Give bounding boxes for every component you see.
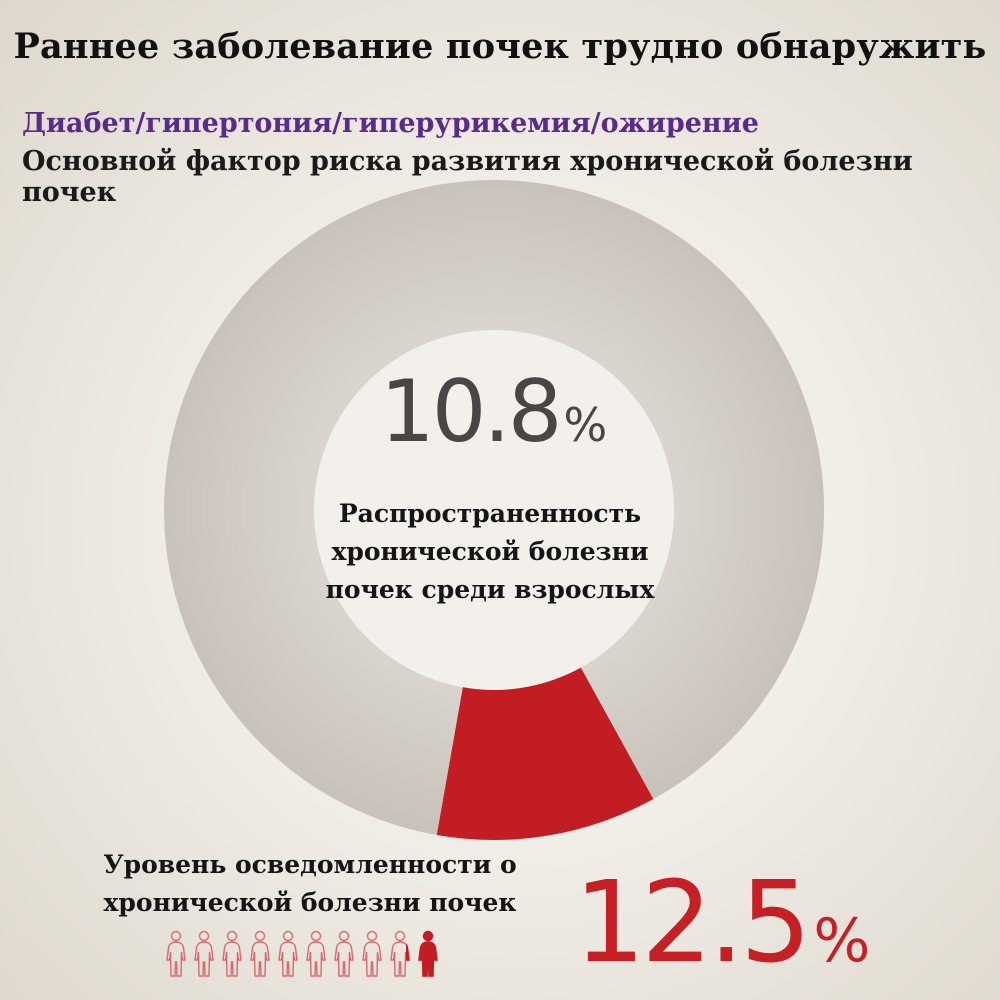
risk-factor-caption: Основной фактор риска развития хроническ…: [22, 146, 913, 208]
prevalence-label-line: почек среди взрослых: [325, 575, 655, 604]
prevalence-number: 10.8: [380, 362, 562, 462]
awareness-label-line: хронической болезни почек: [103, 888, 517, 917]
prevalence-label-line: хронической болезни: [331, 537, 649, 566]
person-icon: [278, 930, 298, 977]
page-title: Раннее заболевание почек трудно обнаружи…: [13, 26, 987, 67]
risk-factors-text: Диабет/гипертония/гиперурикемия/ожирение: [22, 108, 759, 139]
people-pictogram-row: [164, 930, 440, 978]
person-icon: [306, 930, 326, 977]
person-icon: [166, 930, 186, 977]
prevalence-label-line: Распространенность: [338, 499, 642, 528]
prevalence-value: 10.8%: [380, 362, 607, 462]
awareness-number: 12.5: [574, 858, 811, 988]
donut-hole: [314, 330, 674, 690]
awareness-value: 12.5%: [574, 858, 870, 988]
prevalence-percent-sign: %: [563, 398, 608, 452]
awareness-percent-sign: %: [813, 906, 871, 976]
person-icon: [250, 930, 270, 977]
person-icon: [390, 930, 410, 977]
person-icon: [222, 930, 242, 977]
awareness-label: Уровень осведомленности о хронической бо…: [60, 846, 560, 922]
person-icon: [362, 930, 382, 977]
person-icon: [334, 930, 354, 977]
person-icon: [194, 930, 214, 977]
awareness-label-line: Уровень осведомленности о: [103, 850, 517, 879]
prevalence-label: Распространенность хронической болезни п…: [300, 495, 680, 609]
person-icon: [418, 930, 438, 977]
